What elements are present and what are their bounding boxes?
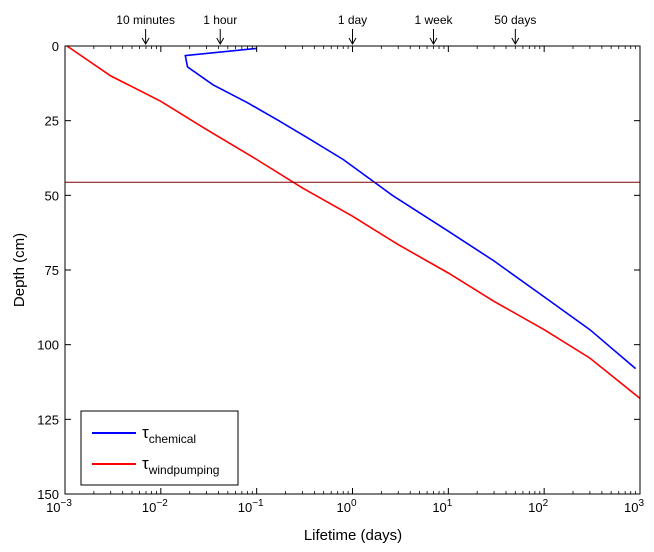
x-tick-base: 10 (336, 500, 350, 515)
series-layer (66, 45, 641, 400)
x-tick-label: 10−3 (46, 498, 72, 515)
y-tick-label: 25 (45, 114, 59, 129)
top-marker-label: 50 days (494, 13, 536, 27)
x-tick-exponent: 1 (447, 498, 453, 509)
x-tick-base: 10 (46, 500, 60, 515)
x-tick-base: 10 (238, 500, 252, 515)
x-tick-exponent: −2 (156, 498, 168, 509)
y-tick-label: 125 (37, 412, 59, 427)
x-tick-label: 10−2 (142, 498, 168, 515)
top-marker-arrowhead (141, 37, 150, 45)
series-line-chemical (184, 47, 637, 370)
x-tick-label: 10−1 (238, 498, 264, 515)
y-tick-label: 75 (45, 263, 59, 278)
legend-tau-chemical: τ (142, 423, 149, 442)
y-tick-label: 0 (52, 39, 59, 54)
x-tick-label: 101 (432, 498, 452, 515)
x-tick-base: 10 (528, 500, 542, 515)
top-marker-arrowhead (511, 37, 520, 45)
x-axis: 10−3 10−2 10−1 100 101 102 103 (46, 46, 644, 515)
legend-box (80, 410, 239, 486)
legend-subscript-windpumping: windpumping (148, 463, 220, 477)
top-marker-arrowhead (429, 37, 438, 45)
legend-subscript-chemical: chemical (149, 432, 196, 446)
top-marker-layer: 10 minutes 1 hour 1 day 1 week 50 days (116, 13, 536, 45)
x-tick-base: 10 (142, 500, 156, 515)
top-marker-label: 1 day (338, 13, 367, 27)
legend-tau-windpumping: τ (142, 454, 149, 473)
x-tick-label: 102 (528, 498, 548, 515)
top-marker-label: 1 hour (203, 13, 237, 27)
x-tick-exponent: 2 (543, 498, 549, 509)
legend-label-chemical: τchemical (142, 423, 196, 446)
x-tick-exponent: 0 (351, 498, 357, 509)
legend-label-windpumping: τwindpumping (142, 454, 219, 477)
x-tick-label: 103 (624, 498, 644, 515)
y-tick-label: 50 (45, 188, 59, 203)
legend: τchemical τwindpumping (80, 410, 239, 486)
y-axis: 0 25 50 75 100 125 150 (37, 39, 640, 502)
x-axis-label: Lifetime (days) (304, 527, 402, 544)
top-marker-arrowhead (348, 37, 357, 45)
x-tick-exponent: −1 (252, 498, 264, 509)
x-tick-exponent: 3 (638, 498, 644, 509)
x-tick-base: 10 (624, 500, 638, 515)
top-marker-label: 10 minutes (116, 13, 175, 27)
x-tick-base: 10 (432, 500, 446, 515)
y-tick-label: 150 (37, 487, 59, 502)
x-tick-exponent: −3 (61, 498, 73, 509)
y-tick-label: 100 (37, 338, 59, 353)
x-tick-label: 100 (336, 498, 356, 515)
top-marker-arrowhead (216, 37, 225, 45)
top-marker-label: 1 week (414, 13, 453, 27)
series-line-windpumping (66, 45, 641, 400)
y-axis-label: Depth (cm) (11, 233, 28, 307)
